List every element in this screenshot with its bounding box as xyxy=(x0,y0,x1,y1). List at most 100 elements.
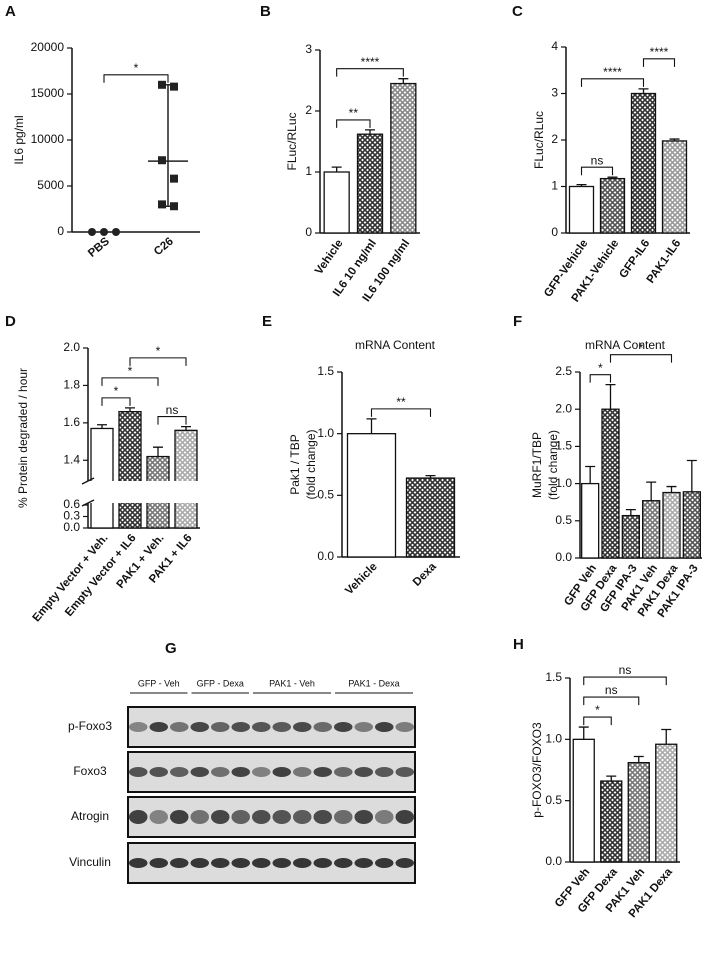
significance-bracket xyxy=(370,408,432,417)
panel-letter: H xyxy=(513,636,524,653)
bar xyxy=(601,408,620,559)
significance-label: * xyxy=(598,361,603,375)
data-point xyxy=(170,174,178,183)
error-bar xyxy=(666,485,677,493)
bar xyxy=(405,477,456,558)
significance-label: ** xyxy=(396,395,406,409)
panel-letter: B xyxy=(260,3,271,20)
y-tick-label: 15000 xyxy=(31,86,65,100)
bar xyxy=(662,491,681,559)
error-bar xyxy=(646,481,657,501)
blot-band xyxy=(149,810,168,824)
y-tick-label: 2 xyxy=(305,103,312,117)
panel-letter: E xyxy=(262,313,272,330)
significance-label: * xyxy=(639,341,644,355)
y-tick-label: 3 xyxy=(551,86,558,100)
blot-band xyxy=(375,810,394,824)
significance-bracket xyxy=(642,58,676,67)
error-bar xyxy=(633,755,644,763)
error-bar xyxy=(669,138,680,141)
y-tick-label: 0.0 xyxy=(63,520,80,534)
blot-band xyxy=(395,722,414,732)
y-tick-label: 0.0 xyxy=(545,854,562,868)
blot-band xyxy=(252,767,271,777)
blot-band xyxy=(354,722,373,732)
significance-label: * xyxy=(595,703,600,717)
significance-label: **** xyxy=(650,45,669,59)
error-bar xyxy=(153,446,163,457)
significance-bracket xyxy=(583,676,667,686)
error-bar xyxy=(125,407,135,412)
bar xyxy=(174,429,198,529)
y-tick-label: 4 xyxy=(551,39,558,53)
y-tick-label: 2.5 xyxy=(555,364,572,378)
blot-band xyxy=(211,722,230,732)
significance-bracket xyxy=(583,716,612,726)
blot-band xyxy=(170,722,189,732)
significance-label: * xyxy=(134,61,139,75)
error-bar xyxy=(576,183,587,187)
y-tick-label: 2 xyxy=(551,132,558,146)
blot-band xyxy=(170,858,189,868)
error-bar xyxy=(97,424,107,429)
blot-band xyxy=(252,722,271,732)
blot-band xyxy=(334,722,353,732)
y-axis-label: % Protein degraded / hour xyxy=(16,368,30,508)
significance-bracket xyxy=(589,374,612,383)
blot-band xyxy=(375,722,394,732)
significance-bracket xyxy=(336,119,371,128)
blot-band xyxy=(293,858,312,868)
whisker xyxy=(160,84,176,207)
significance-label: ns xyxy=(166,403,179,417)
blot-band xyxy=(272,858,291,868)
blot-band xyxy=(190,810,209,824)
data-point xyxy=(170,82,178,91)
bar xyxy=(390,82,417,234)
y-tick-label: 0.5 xyxy=(555,513,572,527)
significance-label: * xyxy=(156,344,161,358)
data-point xyxy=(100,228,108,236)
y-tick-label: 0 xyxy=(551,225,558,239)
blot-band xyxy=(231,767,250,777)
y-tick-label: 1 xyxy=(305,164,312,178)
data-point xyxy=(88,228,96,236)
y-tick-label: 1.0 xyxy=(317,426,334,440)
blot-band xyxy=(334,858,353,868)
y-tick-label: 0.0 xyxy=(555,550,572,564)
chart-title: mRNA Content xyxy=(355,338,436,352)
error-bar xyxy=(625,508,636,516)
error-bar xyxy=(605,383,616,410)
error-bar xyxy=(638,88,649,94)
significance-bracket xyxy=(103,74,169,83)
blot-band xyxy=(293,722,312,732)
blot-band xyxy=(334,810,353,824)
blot-band xyxy=(313,858,332,868)
blot-band xyxy=(272,722,291,732)
panel-letter: F xyxy=(513,313,522,330)
blot-band xyxy=(354,858,373,868)
blot-band xyxy=(129,858,148,868)
group-label: GFP - Veh xyxy=(138,678,180,688)
blot-band xyxy=(231,722,250,732)
row-label: Vinculin xyxy=(69,855,111,869)
bar xyxy=(90,427,114,529)
blot-band xyxy=(129,767,148,777)
blot-band xyxy=(354,767,373,777)
y-tick-label: 5000 xyxy=(37,178,64,192)
error-bar xyxy=(607,176,618,179)
error-bar xyxy=(425,474,436,479)
data-point xyxy=(158,156,166,165)
bar xyxy=(655,743,678,863)
axis-break xyxy=(80,481,202,503)
blot-band xyxy=(211,858,230,868)
blot-band xyxy=(129,722,148,732)
y-tick-label: 0.3 xyxy=(63,509,80,523)
bar xyxy=(621,514,640,559)
y-tick-label: 1 xyxy=(551,179,558,193)
significance-label: **** xyxy=(603,65,622,79)
blot-band xyxy=(129,810,148,824)
row-label: p-Foxo3 xyxy=(68,719,112,733)
blot-band xyxy=(252,810,271,824)
